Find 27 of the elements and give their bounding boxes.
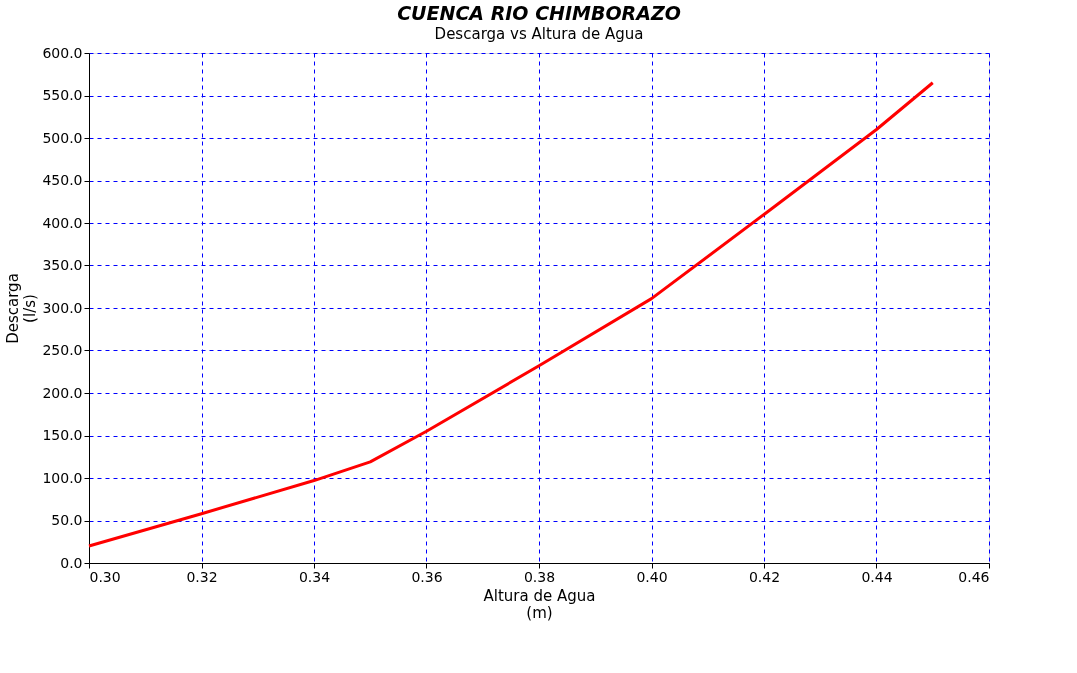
x-tick-label: 0.42 xyxy=(748,568,781,585)
y-tick-label: 100.0 xyxy=(42,469,83,486)
chart-subtitle: Descarga vs Altura de Agua xyxy=(434,25,644,43)
y-tick-label: 200.0 xyxy=(42,384,83,401)
y-tick-label: 350.0 xyxy=(42,257,83,273)
y-tick-label: 0.0 xyxy=(60,554,83,571)
x-tick-label: 0.34 xyxy=(298,568,331,585)
chart-title: CUENCA RIO CHIMBORAZO xyxy=(397,2,681,24)
x-tick-label: 0.40 xyxy=(636,568,668,585)
y-tick-label: 500.0 xyxy=(42,129,83,146)
line-series xyxy=(87,81,935,548)
y-tick-label: 150.0 xyxy=(42,427,83,443)
y-tick-label: 450.0 xyxy=(42,172,83,188)
x-tick-label: 0.32 xyxy=(186,568,218,585)
x-tick-label: 0.44 xyxy=(861,568,893,585)
y-tick-label: 250.0 xyxy=(42,342,83,358)
y-tick-label: 300.0 xyxy=(42,299,83,316)
x-tick-label: 0.36 xyxy=(411,568,443,585)
y-tick-label: 50.0 xyxy=(51,512,83,528)
x-tick-label: 0.30 xyxy=(89,568,121,585)
y-tick-label: 600.0 xyxy=(42,44,83,61)
y-axis-title: Descarga (l/s) xyxy=(4,273,40,344)
x-tick-label: 0.46 xyxy=(958,568,990,585)
x-tick-label: 0.38 xyxy=(523,568,556,585)
x-axis-title: Altura de Agua (m) xyxy=(483,586,596,622)
y-tick-label: 550.0 xyxy=(42,87,83,103)
y-tick-label: 400.0 xyxy=(42,214,83,231)
